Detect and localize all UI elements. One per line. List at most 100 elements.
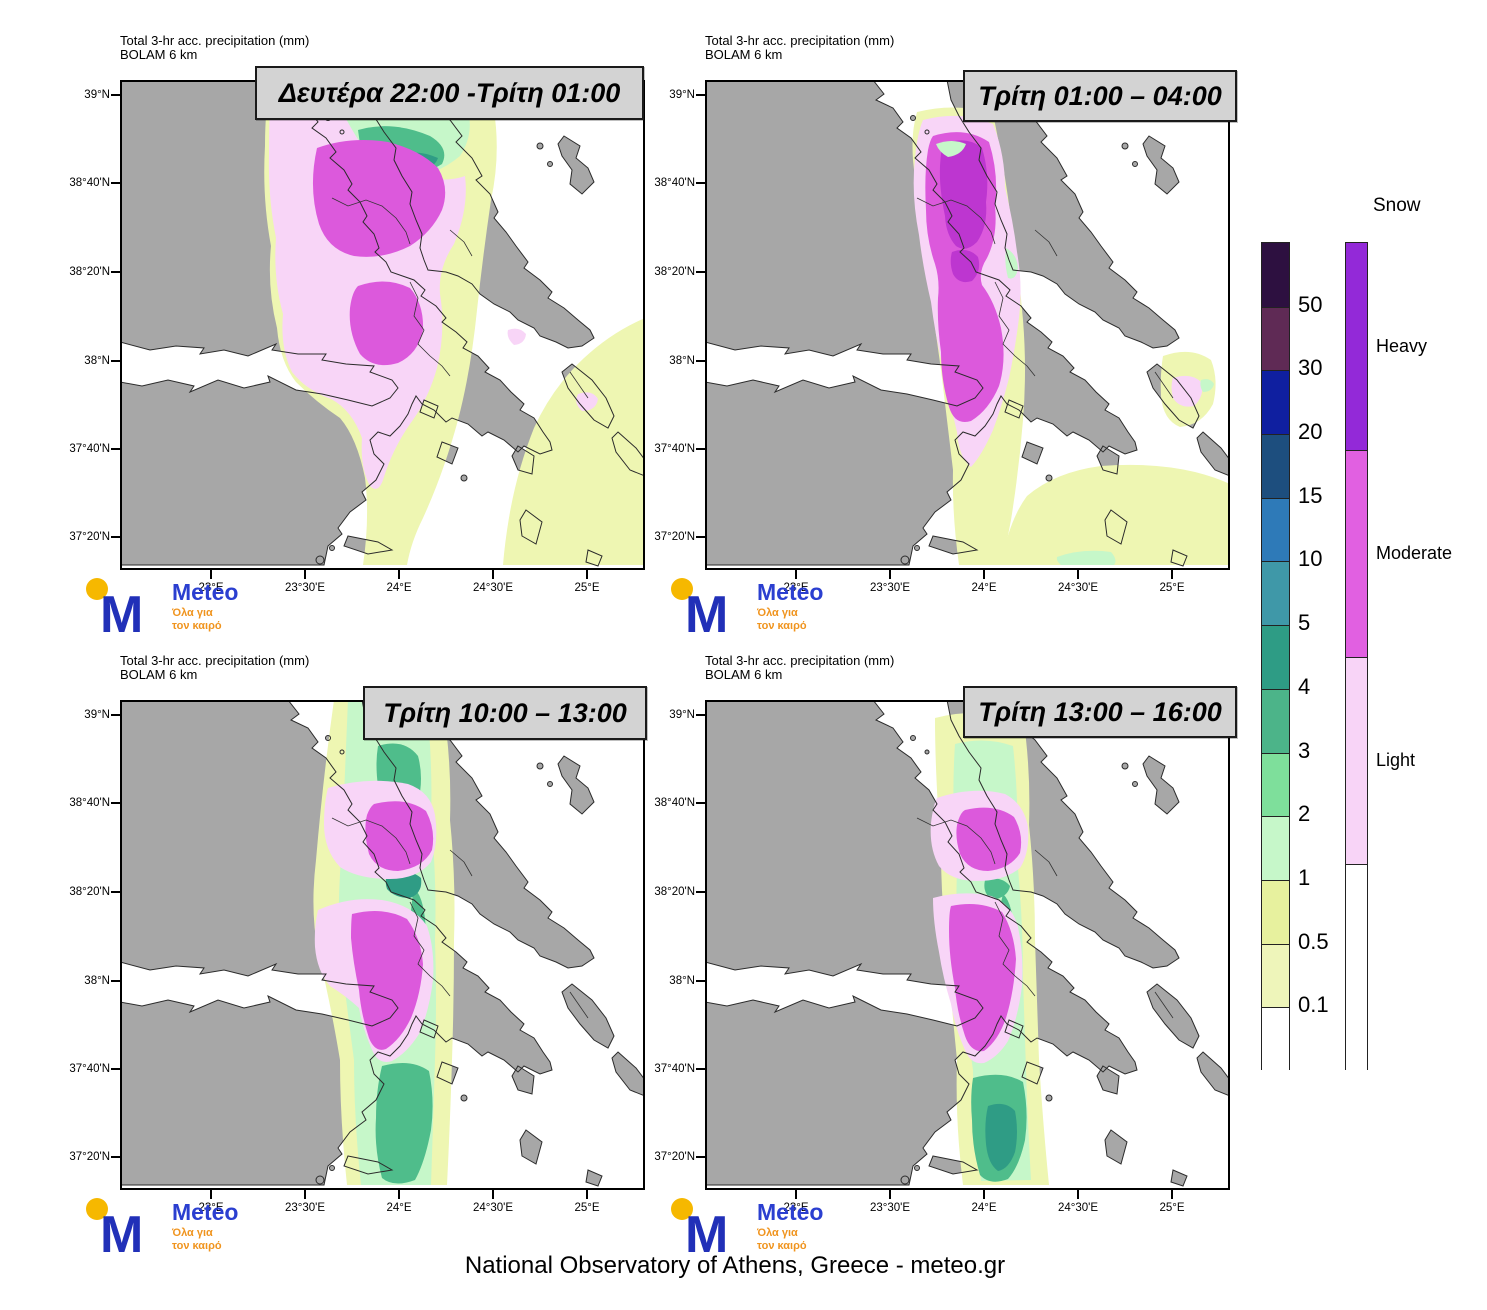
logo-tagline-2: τον καιρό <box>757 1240 807 1252</box>
lat-tick-label: 39°N <box>669 89 695 101</box>
colorbar-segment <box>1262 1007 1289 1071</box>
coastline <box>705 80 1230 567</box>
lat-tick-label: 38°40'N <box>69 797 110 809</box>
map-header-line2: BOLAM 6 km <box>705 667 783 682</box>
lon-axis-tick <box>586 570 588 579</box>
lon-axis-tick <box>1077 570 1079 579</box>
meteo-logo: M Meteo Όλα για τον καιρό <box>669 1194 854 1264</box>
lat-axis-tick <box>111 448 120 450</box>
map-panel: Total 3-hr acc. precipitation (mm) BOLAM … <box>69 34 645 644</box>
lon-axis-tick <box>1077 1190 1079 1199</box>
map-header-line1: Total 3-hr acc. precipitation (mm) <box>705 653 895 668</box>
lon-tick-label: 23°30'E <box>869 582 911 594</box>
precip-area: 3-4 mm <box>375 1062 433 1184</box>
lon-tick-label: 24°30'E <box>472 1202 514 1214</box>
lat-tick-label: 38°20'N <box>69 266 110 278</box>
colorbar-segment <box>1262 561 1289 626</box>
precip-overlays: 0.5-2 mm0.5-2 mm0.5-2 mmlight snowmodera… <box>912 107 1230 566</box>
logo-brand-text: Meteo <box>172 579 238 605</box>
logo-tagline-1: Όλα για <box>171 607 213 619</box>
coastline <box>705 700 1230 1187</box>
precip-area: 3-4 mm <box>984 878 1010 900</box>
logo-sun-icon <box>671 578 693 600</box>
logo-sun-icon <box>86 578 108 600</box>
lon-axis-tick <box>983 1190 985 1199</box>
map-header-line1: Total 3-hr acc. precipitation (mm) <box>705 33 895 48</box>
logo-sun-icon <box>86 1198 108 1220</box>
colorbar-tick-label: 0.5 <box>1298 928 1329 954</box>
precip-area: heavy snow <box>950 249 980 283</box>
district-borders <box>916 817 1174 1019</box>
lat-axis-tick <box>696 1068 705 1070</box>
logo-tagline-2: τον καιρό <box>172 620 222 632</box>
lat-axis-tick <box>111 714 120 716</box>
district-borders <box>331 197 589 399</box>
district-borders <box>331 817 589 1019</box>
lat-axis-tick <box>696 802 705 804</box>
brand-m-icon: M <box>100 1206 143 1260</box>
map-svg: 0.5-2 mm2-3 mm3-4 mm3-4 mm3-4 mm5+ mmlig… <box>705 700 1230 1190</box>
coastline <box>120 700 645 1187</box>
colorbar-segment <box>1262 943 1289 1008</box>
map-svg: 0.5-2 mm0.5-2 mm0.5-2 mmlight snowmodera… <box>705 80 1230 570</box>
lon-tick-label: 25°E <box>574 582 600 594</box>
lat-tick-label: 39°N <box>669 709 695 721</box>
colorbar-segment <box>1262 306 1289 371</box>
snow-colorbar-segment <box>1346 657 1367 864</box>
brand-m-icon: M <box>685 1206 728 1260</box>
lat-tick-label: 38°20'N <box>654 266 695 278</box>
precip-area: moderate snow <box>956 807 1022 871</box>
lat-axis-tick <box>111 1156 120 1158</box>
lat-axis-tick <box>696 891 705 893</box>
lat-axis-tick <box>111 94 120 96</box>
panel-title-banner: Τρίτη 01:00 – 04:00 <box>963 70 1237 122</box>
district-borders <box>916 197 1174 399</box>
brand-m-icon: M <box>685 586 728 640</box>
colorbar-tick-label: 5 <box>1298 610 1311 636</box>
precip-area: 2-3 mm <box>1200 379 1214 392</box>
lon-axis-tick <box>398 570 400 579</box>
colorbar-tick-label: 15 <box>1298 482 1323 508</box>
logo-brand-text: Meteo <box>757 579 823 605</box>
precip-area: heavy snow <box>939 140 988 249</box>
lon-tick-label: 24°E <box>971 1202 997 1214</box>
attribution-caption: National Observatory of Athens, Greece -… <box>464 1252 1006 1279</box>
colorbar-segment <box>1262 752 1289 817</box>
colorbar-tick-label: 50 <box>1298 291 1323 317</box>
lon-tick-label: 23°E <box>198 1202 224 1214</box>
lat-axis-tick <box>111 360 120 362</box>
logo-sun-icon <box>671 1198 693 1220</box>
map-header-line2: BOLAM 6 km <box>120 47 198 62</box>
colorbar-segment <box>1262 370 1289 435</box>
lat-tick-label: 38°40'N <box>654 797 695 809</box>
precip-area: moderate snow <box>349 281 424 366</box>
lat-tick-label: 38°N <box>669 355 695 367</box>
panel-title-banner: Τρίτη 10:00 – 13:00 <box>363 686 647 740</box>
lon-axis-tick <box>210 1190 212 1199</box>
lon-axis-tick <box>398 1190 400 1199</box>
colorbar-segment <box>1262 243 1289 307</box>
meteo-logo: M Meteo Όλα για τον καιρό <box>669 574 854 644</box>
lon-tick-label: 24°E <box>386 582 412 594</box>
snow-legend-title: Snow <box>1373 195 1421 216</box>
lat-tick-label: 39°N <box>84 709 110 721</box>
colorbar-tick-label: 0.1 <box>1298 992 1329 1018</box>
precip-area: 0.5-2 mm <box>1001 464 1230 565</box>
precip-area: light snow <box>507 328 526 345</box>
map-header-line1: Total 3-hr acc. precipitation (mm) <box>120 653 310 668</box>
colorbar-tick-label: 3 <box>1298 737 1311 763</box>
lon-tick-label: 24°30'E <box>1057 582 1099 594</box>
lon-axis-tick <box>304 570 306 579</box>
snow-class-label: Moderate <box>1376 542 1453 563</box>
map-panel: Total 3-hr acc. precipitation (mm) BOLAM … <box>654 654 1237 1264</box>
lon-tick-label: 23°E <box>783 1202 809 1214</box>
lat-axis-tick <box>696 536 705 538</box>
colorbar-tick-label: 4 <box>1298 673 1311 699</box>
lon-tick-label: 25°E <box>1159 582 1185 594</box>
coastline <box>120 80 645 567</box>
lon-tick-label: 23°30'E <box>869 1202 911 1214</box>
lat-axis-tick <box>696 94 705 96</box>
brand-m-icon: M <box>100 586 143 640</box>
colorbar-segment <box>1262 879 1289 944</box>
